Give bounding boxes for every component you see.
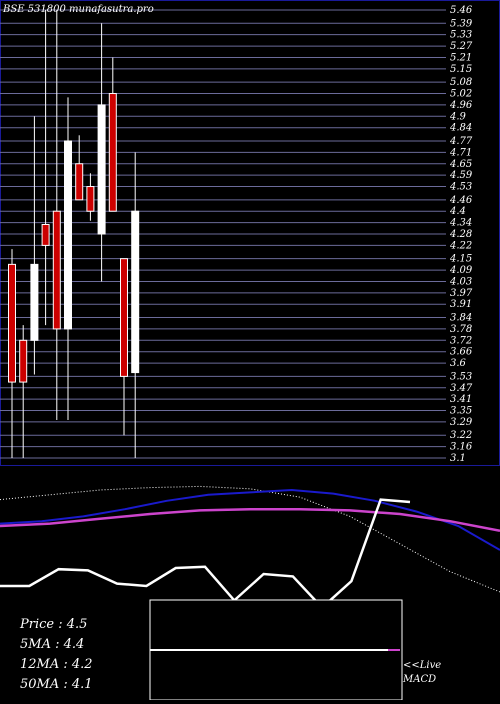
y-tick-label: 3.91 (450, 299, 472, 310)
y-tick-label: 4.77 (449, 136, 473, 147)
candle-body (19, 339, 28, 383)
y-tick-label: 4.53 (449, 182, 472, 193)
y-tick-label: 3.35 (450, 406, 472, 417)
live-label: <<Live (403, 660, 442, 671)
y-tick-label: 3.6 (450, 358, 467, 369)
y-tick-label: 3.47 (450, 383, 473, 394)
ma5-label: 5MA : 4.4 (20, 637, 85, 652)
y-tick-label: 3.41 (450, 394, 472, 405)
candle-body (8, 263, 16, 383)
y-tick-label: 3.16 (450, 442, 473, 453)
price-label: Price : 4.5 (20, 617, 88, 632)
y-tick-label: 3.29 (450, 417, 473, 428)
main-panel-border (0, 0, 500, 466)
y-tick-label: 4.84 (449, 123, 472, 134)
candle-body (52, 210, 61, 330)
candle-body (30, 263, 39, 341)
y-tick-label: 4.71 (449, 147, 472, 158)
blue-ma-line (0, 488, 500, 551)
y-tick-label: 4.09 (449, 265, 473, 276)
price-white-line (0, 498, 411, 610)
ma50-label: 50MA : 4.1 (20, 677, 93, 692)
y-tick-label: 4.46 (449, 195, 473, 206)
y-tick-label: 5.02 (450, 89, 472, 100)
y-tick-label: 4.4 (449, 206, 466, 217)
y-tick-label: 4.34 (449, 218, 472, 229)
candle-body (64, 140, 72, 330)
y-tick-label: 5.15 (450, 64, 472, 75)
candle-body (131, 210, 140, 374)
candle-body (120, 258, 128, 377)
y-tick-label: 5.39 (450, 18, 473, 29)
signal-dotted-line (0, 485, 500, 593)
ma12-label: 12MA : 4.2 (20, 657, 93, 672)
macd-label: MACD (403, 674, 437, 685)
y-tick-label: 4.03 (449, 276, 472, 287)
y-tick-label: 4.22 (449, 240, 472, 251)
y-tick-label: 4.9 (449, 111, 467, 122)
y-tick-label: 4.65 (449, 159, 472, 170)
y-tick-label: 4.96 (449, 100, 473, 111)
candle-body (75, 163, 84, 201)
y-tick-label: 5.08 (450, 77, 472, 88)
y-tick-label: 3.78 (450, 324, 472, 335)
y-tick-label: 3.66 (450, 347, 473, 358)
y-tick-label: 4.59 (449, 170, 473, 181)
y-tick-label: 3.22 (450, 430, 472, 441)
candle-body (41, 224, 50, 246)
y-tick-label: 3.84 (450, 313, 472, 324)
candle-body (108, 93, 117, 212)
y-tick-label: 5.21 (450, 52, 472, 63)
y-tick-label: 3.1 (450, 453, 466, 464)
y-tick-label: 3.72 (450, 335, 472, 346)
y-tick-label: 5.33 (450, 30, 472, 41)
candle-body (86, 186, 95, 212)
y-tick-label: 4.15 (449, 254, 472, 265)
y-tick-label: 4.28 (449, 229, 472, 240)
y-tick-label: 3.53 (450, 371, 472, 382)
pink-ma-line (0, 507, 500, 533)
y-tick-label: 5.46 (450, 5, 473, 16)
candle-body (97, 104, 106, 235)
chart-title: BSE 531800 munafasutra.pro (3, 4, 154, 15)
y-tick-label: 3.97 (450, 288, 473, 299)
y-tick-label: 5.27 (450, 41, 473, 52)
